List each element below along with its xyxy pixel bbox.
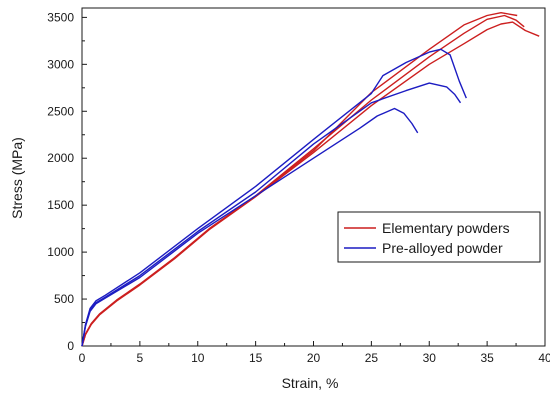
plot-frame xyxy=(81,7,546,347)
y-tick-label: 1500 xyxy=(47,198,74,212)
x-tick-label: 15 xyxy=(249,351,263,365)
x-tick-label: 30 xyxy=(423,351,437,365)
x-tick-label: 25 xyxy=(365,351,379,365)
legend-box xyxy=(337,211,541,263)
legend-label: Elementary powders xyxy=(382,220,510,236)
y-tick-label: 3500 xyxy=(47,10,74,24)
y-tick-label: 2000 xyxy=(47,151,74,165)
x-tick-label: 10 xyxy=(191,351,205,365)
series-line xyxy=(81,21,540,347)
x-tick-label: 35 xyxy=(480,351,494,365)
series-layer xyxy=(81,12,540,347)
y-tick-label: 2500 xyxy=(47,104,74,118)
y-tick-label: 1000 xyxy=(47,245,74,259)
series-line xyxy=(81,12,518,347)
y-tick-label: 3000 xyxy=(47,57,74,71)
y-tick-label: 0 xyxy=(67,339,74,353)
plot-border xyxy=(81,7,546,347)
legend: Elementary powders Pre-alloyed powder xyxy=(337,211,541,263)
x-tick-label: 0 xyxy=(79,351,86,365)
y-axis-ticks: 0 500 1000 1500 2000 2500 3000 3500 xyxy=(47,10,87,353)
x-tick-label: 20 xyxy=(307,351,321,365)
series-line xyxy=(81,107,419,347)
legend-label: Pre-alloyed powder xyxy=(382,240,503,256)
series-line xyxy=(81,14,525,347)
series-line xyxy=(81,48,467,347)
x-tick-label: 40 xyxy=(538,351,550,365)
y-axis-title: Stress (MPa) xyxy=(9,137,25,219)
x-axis-ticks: 0 5 10 15 20 25 30 35 40 xyxy=(79,341,550,365)
x-axis-title: Strain, % xyxy=(282,375,339,391)
y-tick-label: 500 xyxy=(54,292,74,306)
x-tick-label: 5 xyxy=(137,351,144,365)
